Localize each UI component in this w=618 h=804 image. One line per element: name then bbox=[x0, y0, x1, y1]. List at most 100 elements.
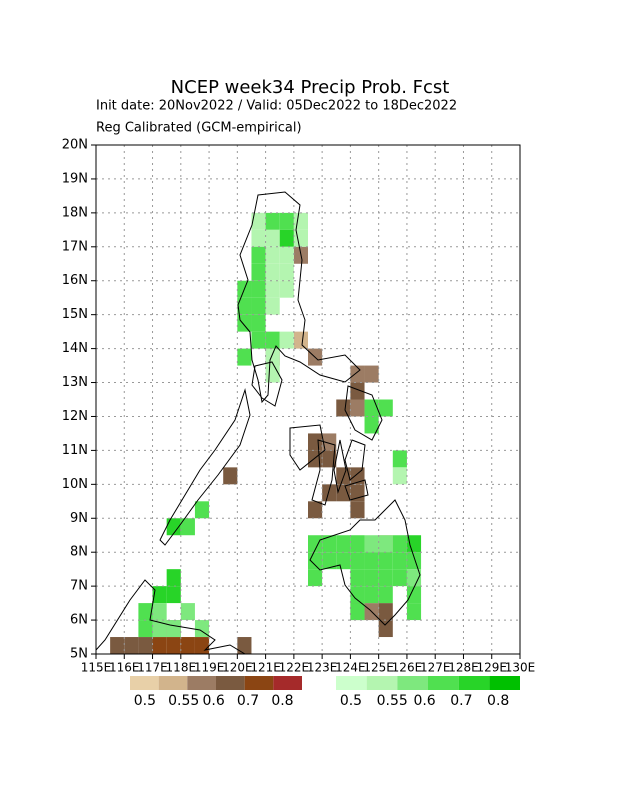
prob-cell bbox=[265, 246, 280, 264]
x-tick-label: 115E bbox=[81, 661, 112, 675]
prob-cell bbox=[251, 212, 266, 230]
prob-cell bbox=[336, 535, 351, 553]
prob-cell bbox=[392, 552, 407, 570]
prob-cell bbox=[180, 518, 195, 536]
prob-cell bbox=[308, 535, 323, 553]
y-tick-label: 10N bbox=[62, 477, 88, 492]
prob-cell bbox=[194, 620, 210, 638]
prob-cell bbox=[378, 569, 393, 587]
y-tick-label: 17N bbox=[62, 239, 88, 254]
prob-cell bbox=[265, 263, 280, 281]
prob-cell bbox=[364, 535, 379, 553]
prob-cell bbox=[152, 586, 167, 604]
prob-cell bbox=[392, 467, 407, 485]
y-tick-label: 12N bbox=[62, 409, 88, 424]
y-tick-label: 20N bbox=[62, 138, 88, 153]
prob-cell bbox=[308, 569, 323, 587]
cebu bbox=[333, 439, 347, 494]
prob-cell bbox=[265, 365, 280, 383]
prob-cell bbox=[392, 535, 407, 553]
x-tick-label: 127E bbox=[420, 661, 451, 675]
y-tick-label: 7N bbox=[70, 579, 88, 594]
prob-cell bbox=[265, 280, 280, 298]
prob-cell bbox=[251, 314, 266, 332]
x-tick-label: 128E bbox=[448, 661, 479, 675]
prob-cell bbox=[378, 535, 393, 553]
colorbar-box bbox=[336, 676, 367, 690]
prob-cell bbox=[364, 569, 379, 587]
prob-cell bbox=[251, 229, 266, 247]
coastline bbox=[96, 191, 421, 654]
prob-cell bbox=[251, 246, 266, 264]
prob-cell bbox=[364, 552, 379, 570]
colorbar-label: 0.55 bbox=[377, 693, 408, 709]
x-tick-label: 125E bbox=[363, 661, 394, 675]
prob-cell bbox=[251, 331, 266, 349]
x-tick-label: 121E bbox=[250, 661, 281, 675]
prob-cell bbox=[138, 620, 153, 638]
prob-cell bbox=[265, 229, 280, 247]
colorbar-box bbox=[130, 676, 159, 690]
x-tick-label: 129E bbox=[476, 661, 507, 675]
bohol bbox=[344, 479, 369, 501]
prob-cell bbox=[406, 586, 422, 604]
prob-cell bbox=[166, 518, 181, 536]
prob-cell bbox=[251, 280, 266, 298]
colorbar-label: 0.6 bbox=[413, 693, 435, 709]
prob-cell bbox=[378, 399, 393, 417]
prob-cell bbox=[110, 637, 125, 654]
prob-cell bbox=[364, 416, 379, 434]
prob-cell bbox=[265, 348, 280, 366]
prob-cell bbox=[392, 569, 407, 587]
prob-cell bbox=[265, 212, 280, 230]
prob-cell bbox=[152, 620, 167, 638]
prob-cell bbox=[350, 535, 365, 553]
colorbar-label: 0.7 bbox=[450, 693, 472, 709]
leyte bbox=[344, 439, 366, 481]
prob-cell bbox=[166, 637, 181, 654]
prob-cell bbox=[237, 637, 252, 654]
axes: 115E116E117E118E119E120E121E122E123E124E… bbox=[62, 138, 536, 675]
prob-cell bbox=[237, 314, 252, 332]
x-tick-label: 123E bbox=[307, 661, 338, 675]
prob-cell bbox=[180, 637, 195, 654]
prob-cell bbox=[378, 603, 393, 621]
prob-cell bbox=[194, 501, 210, 519]
subtitle: Init date: 20Nov2022 / Valid: 05Dec2022 … bbox=[96, 99, 457, 114]
prob-cell bbox=[378, 552, 393, 570]
colorbar-box bbox=[273, 676, 302, 690]
y-tick-label: 16N bbox=[62, 273, 88, 288]
colorbar-label: 0.7 bbox=[237, 693, 259, 709]
prob-cell bbox=[293, 229, 308, 247]
prob-cell bbox=[251, 297, 266, 315]
prob-cell bbox=[279, 280, 294, 298]
x-tick-label: 117E bbox=[137, 661, 168, 675]
colorbar-box bbox=[397, 676, 428, 690]
x-tick-label: 122E bbox=[279, 661, 310, 675]
panay bbox=[289, 424, 326, 471]
prob-cell bbox=[364, 399, 379, 417]
y-tick-label: 14N bbox=[62, 341, 88, 356]
y-tick-label: 8N bbox=[70, 545, 88, 560]
prob-cell bbox=[350, 484, 365, 502]
prob-cell bbox=[322, 484, 337, 502]
prob-cell bbox=[138, 603, 153, 621]
prob-cell bbox=[392, 450, 407, 468]
prob-cell bbox=[350, 552, 365, 570]
prob-cell bbox=[279, 246, 294, 264]
prob-cell bbox=[237, 297, 252, 315]
prob-cell bbox=[336, 552, 351, 570]
prob-cell bbox=[293, 331, 308, 349]
prob-cell bbox=[279, 212, 294, 230]
colorbar-label: 0.8 bbox=[271, 693, 293, 709]
mindoro bbox=[251, 361, 283, 407]
y-tick-label: 6N bbox=[70, 613, 88, 628]
prob-cell bbox=[166, 620, 181, 638]
borneo bbox=[96, 579, 246, 654]
prob-cell bbox=[279, 263, 294, 281]
prob-cell bbox=[223, 467, 238, 485]
prob-cell bbox=[406, 569, 422, 587]
x-tick-label: 120E bbox=[222, 661, 253, 675]
prob-cell bbox=[364, 586, 379, 604]
prob-cell bbox=[350, 399, 365, 417]
